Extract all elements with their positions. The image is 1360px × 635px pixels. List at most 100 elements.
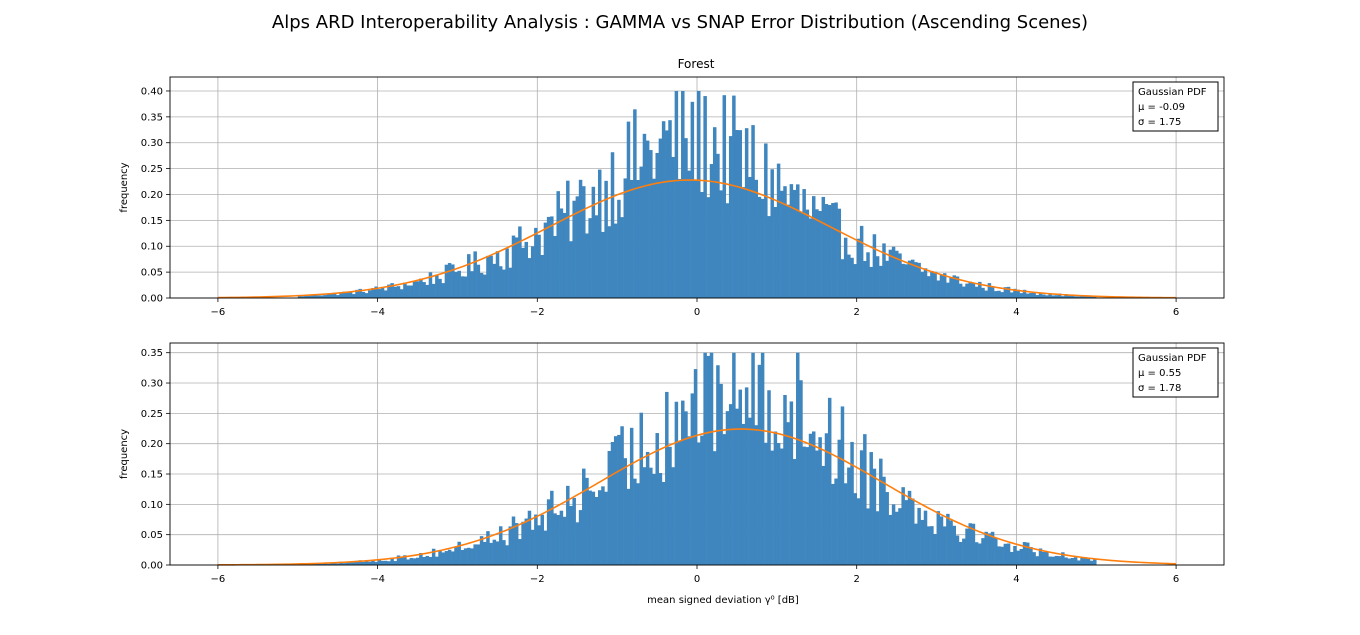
- histogram-bar: [1016, 289, 1020, 298]
- histogram-bar: [962, 286, 966, 298]
- histogram-bar: [396, 555, 401, 565]
- histogram-bar: [374, 286, 378, 298]
- legend-box: Gaussian PDF μ = -0.09 σ = 1.75: [1132, 81, 1219, 132]
- histogram-bar: [1077, 296, 1081, 298]
- histogram-bar: [451, 551, 455, 565]
- x-tick-label: 4: [1013, 307, 1019, 318]
- histogram-bar: [617, 434, 621, 565]
- histogram-bar: [904, 500, 909, 565]
- histogram-bar: [987, 283, 992, 298]
- histogram-bar: [888, 249, 893, 298]
- histogram-bar: [926, 526, 931, 565]
- histogram-bar: [920, 271, 925, 298]
- histogram-bar: [805, 447, 810, 565]
- histogram-bar: [1041, 551, 1046, 565]
- histogram-bar: [799, 211, 803, 298]
- histogram-bar: [377, 289, 382, 298]
- histogram-bar: [840, 406, 845, 565]
- histogram-bar: [955, 535, 960, 565]
- histogram-bar: [495, 541, 500, 565]
- x-tick-label: 6: [1173, 574, 1179, 585]
- histogram-bar: [709, 352, 714, 565]
- histogram-bar: [374, 561, 378, 565]
- histogram-bar: [412, 280, 417, 298]
- histogram-bar: [396, 286, 401, 298]
- histogram-bar: [329, 293, 334, 298]
- histogram-bar: [1045, 551, 1049, 565]
- histogram-bar: [1070, 294, 1075, 298]
- histogram-bar: [981, 287, 985, 298]
- histogram-bar: [843, 237, 848, 298]
- histogram-bar: [796, 352, 800, 565]
- histogram-bar: [629, 427, 634, 565]
- histogram-bar: [939, 516, 944, 565]
- histogram-bar: [802, 189, 806, 298]
- histogram-bar: [649, 467, 653, 565]
- histogram-bar: [431, 283, 436, 298]
- histogram-bar: [572, 497, 576, 565]
- histogram-bar: [508, 267, 513, 298]
- histogram-bar: [383, 290, 388, 298]
- histogram-bar: [990, 286, 995, 298]
- histogram-bar: [1089, 560, 1094, 565]
- histogram-bar: [645, 140, 650, 298]
- histogram-bar: [652, 178, 656, 298]
- histogram-bar: [681, 90, 685, 298]
- y-tick-label: 0.00: [141, 294, 163, 305]
- histogram-bar: [597, 169, 602, 298]
- histogram-bar: [390, 558, 394, 565]
- histogram-bar: [994, 291, 998, 298]
- histogram-bar: [393, 286, 398, 298]
- histogram-bar: [837, 208, 842, 298]
- histogram-bar: [1086, 558, 1091, 565]
- histogram-bar: [553, 513, 557, 565]
- histogram-bar: [706, 197, 711, 298]
- histogram-bar: [336, 295, 340, 298]
- histogram-bar: [744, 128, 749, 298]
- histogram-bar: [926, 276, 931, 298]
- histogram-bar: [393, 561, 398, 565]
- histogram-bar: [655, 433, 659, 565]
- histogram-bar: [690, 393, 695, 565]
- histogram-bar: [1073, 296, 1078, 298]
- histogram-bar: [677, 178, 682, 298]
- histogram-bar: [978, 543, 982, 565]
- x-tick-label: 2: [854, 574, 860, 585]
- histogram-bar: [530, 246, 535, 298]
- histogram-bar: [1077, 560, 1081, 565]
- histogram-bar: [419, 278, 423, 298]
- histogram-bar: [1070, 557, 1075, 565]
- histogram-bar: [655, 152, 659, 298]
- histogram-bar: [610, 442, 615, 565]
- figure-title: Alps ARD Interoperability Analysis : GAM…: [272, 12, 1088, 33]
- histogram-bar: [885, 492, 889, 565]
- histogram-bar: [470, 548, 474, 565]
- histogram-bar: [326, 294, 330, 298]
- histogram-bar: [815, 450, 819, 565]
- y-tick-labels: 0.00 0.05 0.10 0.15 0.20 0.25 0.30 0.35 0.40: [141, 86, 170, 305]
- histogram-bar: [470, 271, 474, 298]
- histogram-bar: [476, 544, 481, 565]
- gaussian-pdf-line: [217, 428, 1177, 566]
- histogram-bar: [719, 383, 723, 565]
- histogram-bar: [1019, 293, 1024, 298]
- histogram-bar: [974, 286, 979, 298]
- histogram-bar: [1019, 549, 1024, 565]
- y-tick-label: 0.30: [141, 379, 163, 390]
- histogram-bar: [642, 467, 647, 565]
- histogram-bar: [850, 257, 854, 298]
- histogram-bar: [463, 548, 468, 565]
- y-tick-label: 0.15: [141, 470, 163, 481]
- histogram-bar: [409, 285, 414, 298]
- histogram-bar: [492, 263, 497, 298]
- histogram-bar: [1003, 287, 1008, 298]
- histogram-bar: [348, 291, 353, 298]
- x-tick-label: −4: [370, 307, 385, 318]
- histogram-bar: [633, 478, 637, 565]
- histogram-bar: [700, 435, 704, 565]
- histogram-bar: [566, 180, 570, 298]
- histogram-bar: [1073, 557, 1078, 565]
- histogram-bar: [454, 271, 458, 298]
- histogram-bar: [850, 441, 854, 565]
- histogram-bar: [853, 493, 857, 565]
